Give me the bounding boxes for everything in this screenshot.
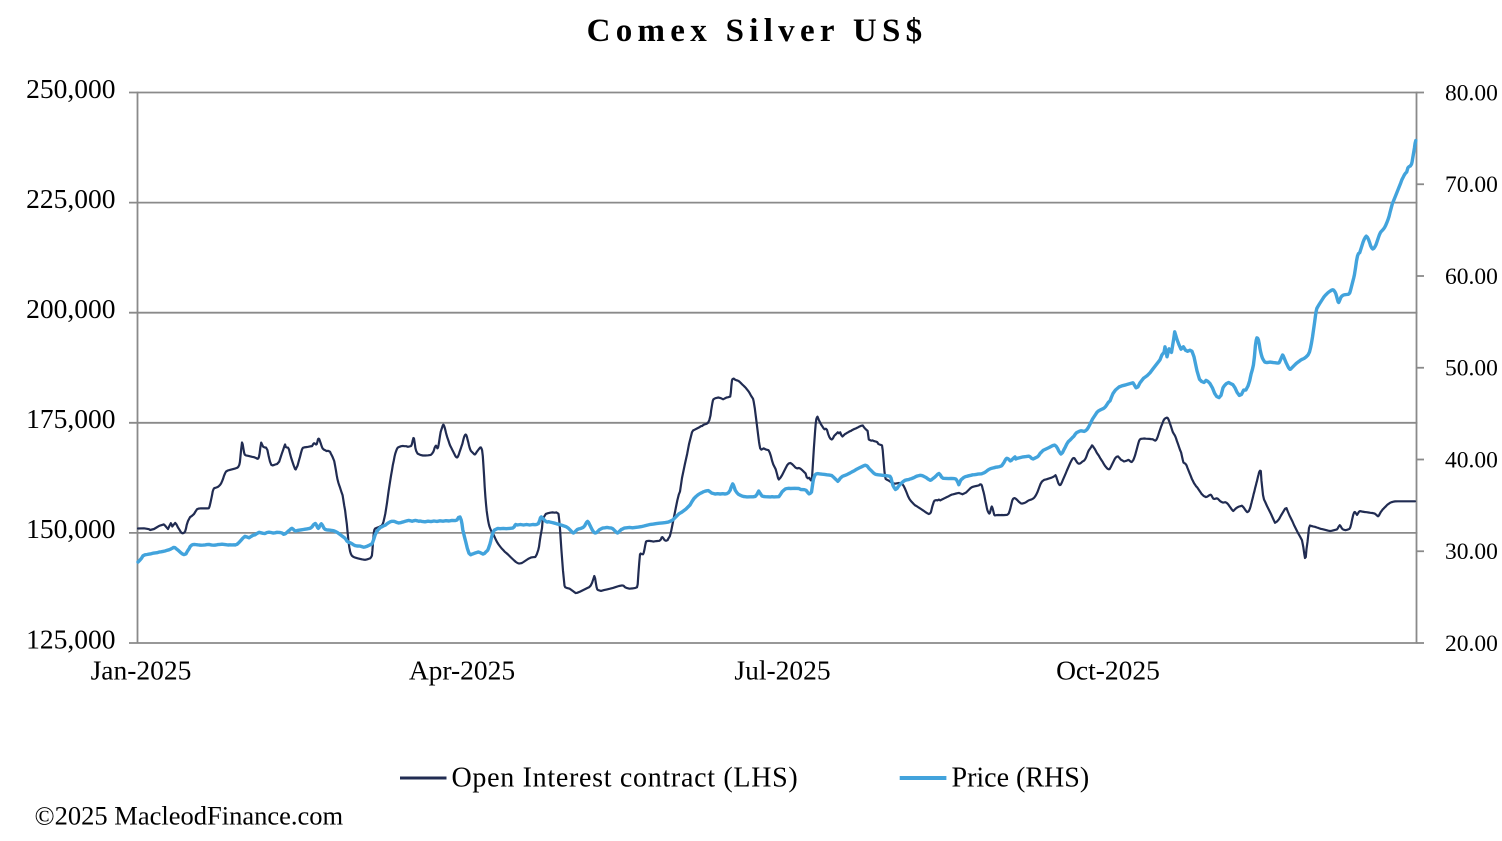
svg-text:40.00: 40.00 <box>1445 447 1498 473</box>
svg-text:70.00: 70.00 <box>1445 172 1498 198</box>
svg-text:Jul-2025: Jul-2025 <box>734 655 830 686</box>
svg-text:Price (RHS): Price (RHS) <box>952 763 1090 794</box>
svg-text:80.00: 80.00 <box>1445 80 1498 106</box>
svg-text:50.00: 50.00 <box>1445 356 1498 382</box>
svg-text:20.00: 20.00 <box>1445 631 1498 657</box>
svg-text:175,000: 175,000 <box>26 403 115 434</box>
svg-text:250,000: 250,000 <box>26 73 115 104</box>
svg-text:60.00: 60.00 <box>1445 264 1498 290</box>
svg-text:©2025 MacleodFinance.com: ©2025 MacleodFinance.com <box>35 801 344 831</box>
svg-text:Jan-2025: Jan-2025 <box>91 655 192 686</box>
svg-text:150,000: 150,000 <box>26 513 115 544</box>
svg-text:Comex Silver US$: Comex Silver US$ <box>587 13 928 49</box>
svg-text:Open Interest contract (LHS): Open Interest contract (LHS) <box>452 763 799 794</box>
svg-text:Apr-2025: Apr-2025 <box>409 655 515 686</box>
svg-text:225,000: 225,000 <box>26 183 115 214</box>
svg-text:30.00: 30.00 <box>1445 539 1498 565</box>
svg-text:200,000: 200,000 <box>26 293 115 324</box>
svg-text:Oct-2025: Oct-2025 <box>1056 655 1160 686</box>
svg-text:125,000: 125,000 <box>26 623 115 654</box>
